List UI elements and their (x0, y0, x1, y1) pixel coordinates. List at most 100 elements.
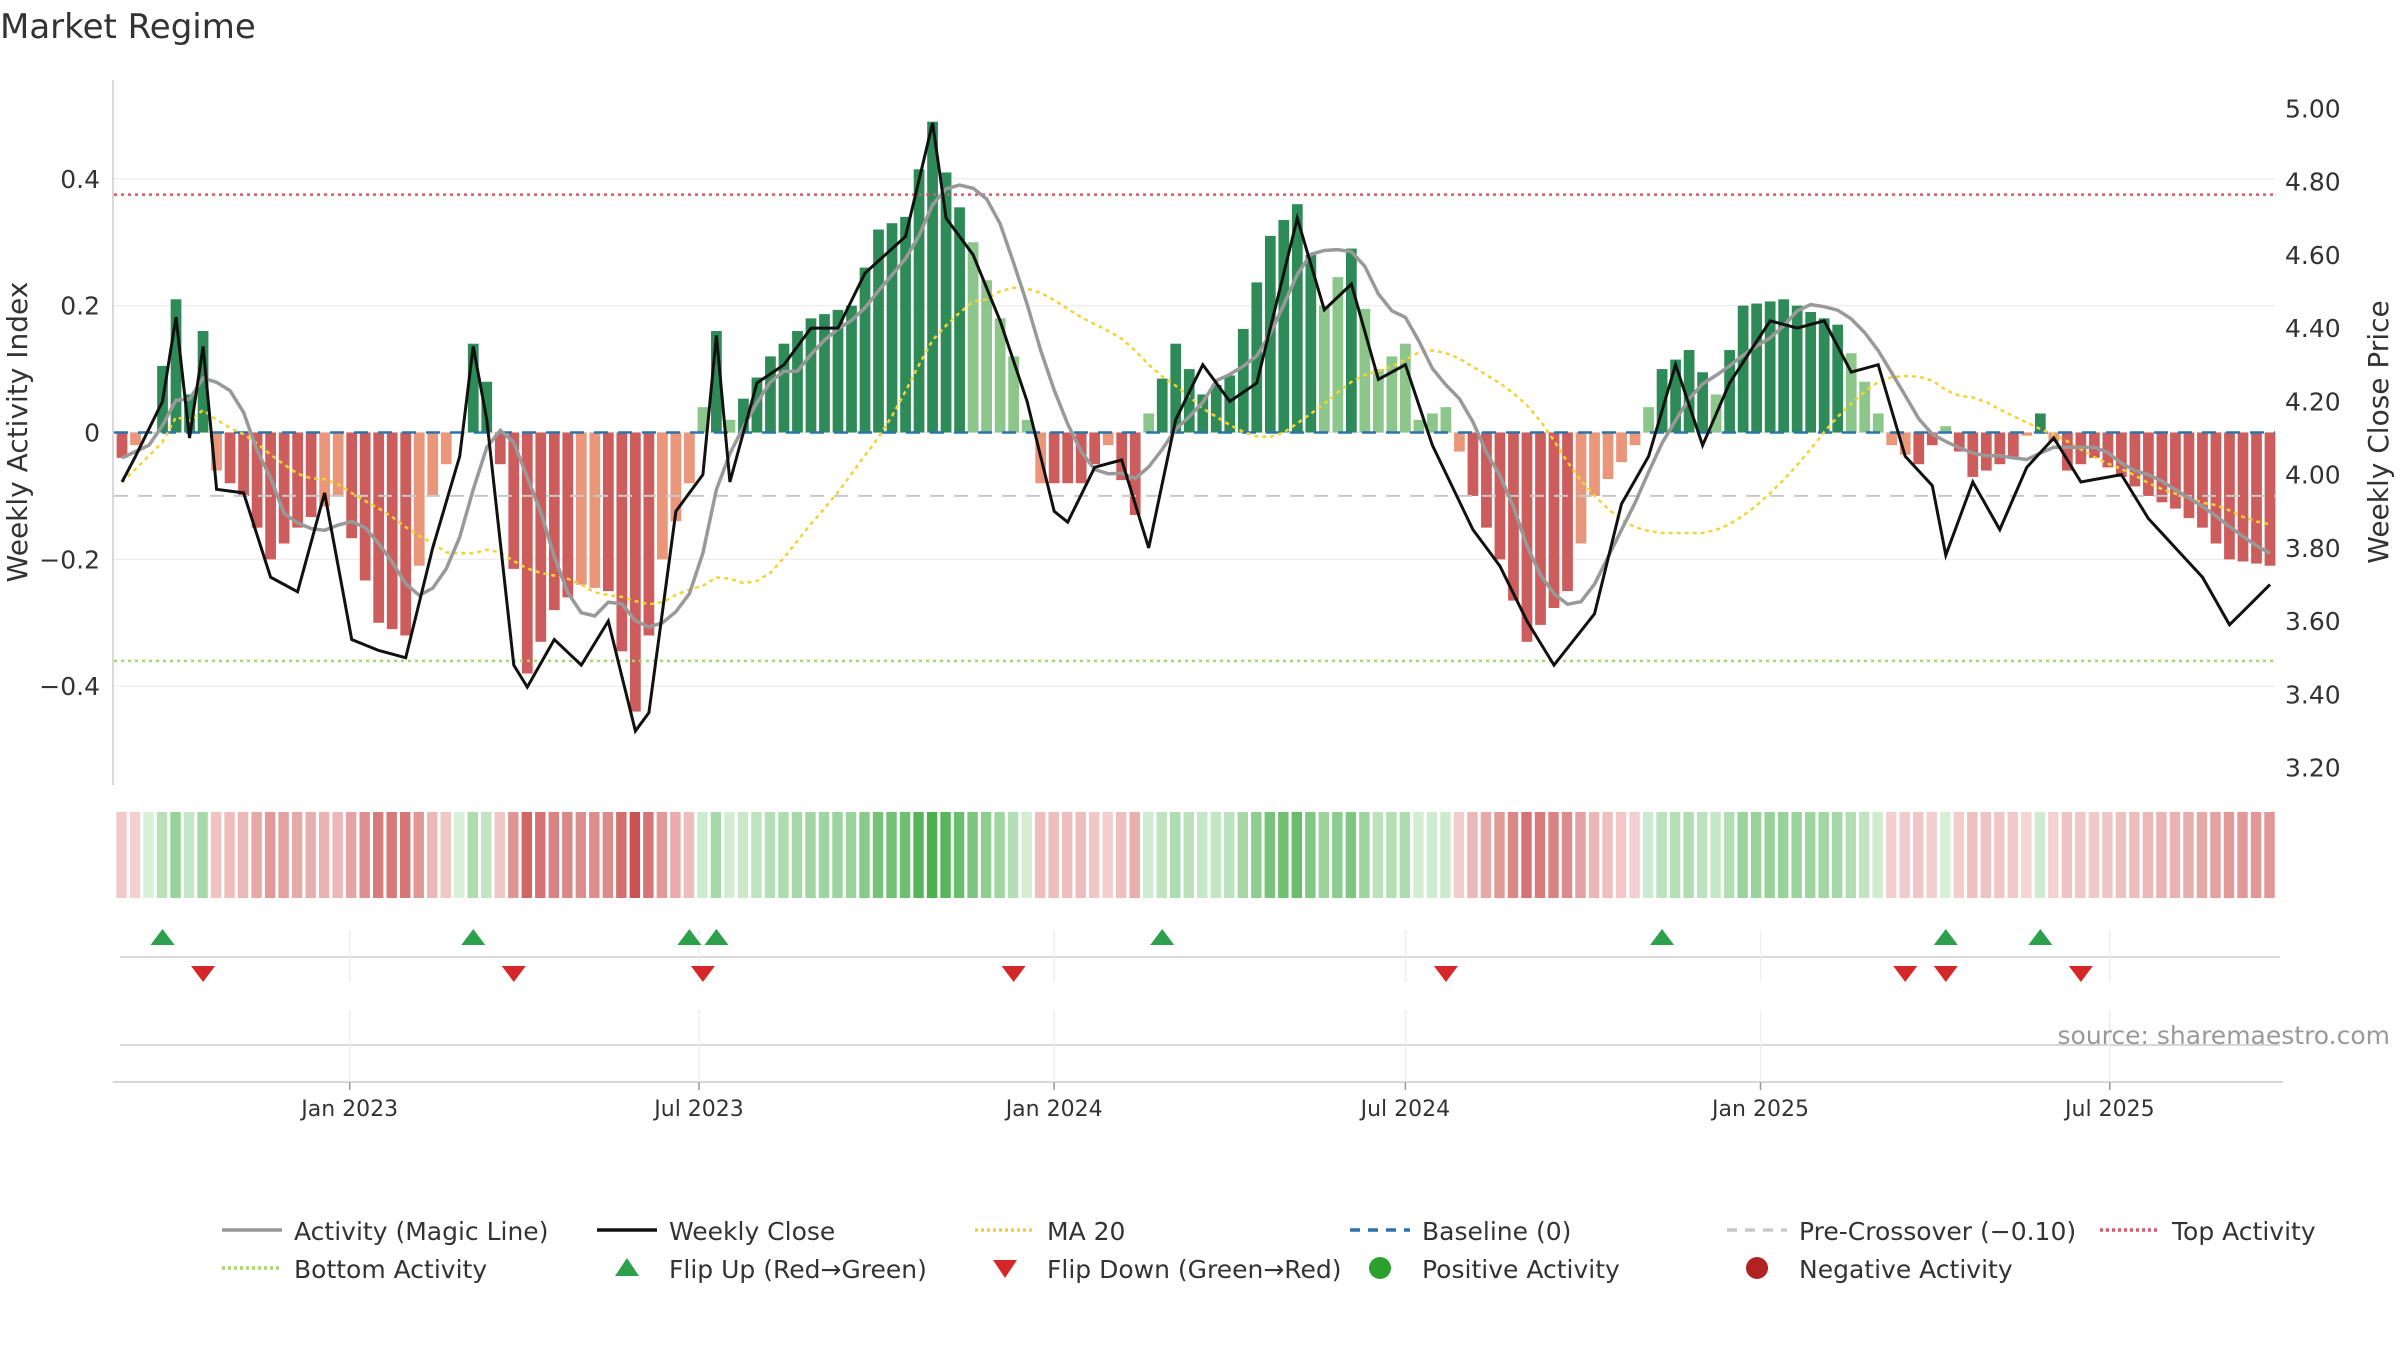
activity-bar (116, 432, 128, 458)
regime-strip-cell (1332, 812, 1343, 898)
regime-strip-cell (521, 812, 532, 898)
activity-bar (481, 381, 493, 433)
regime-strip-cell (170, 812, 181, 898)
activity-bar (2034, 413, 2046, 433)
right-tick-label: 4.40 (2285, 314, 2341, 343)
regime-strip-cell (305, 812, 316, 898)
regime-strip-cell (264, 812, 276, 898)
regime-strip-cell (1453, 812, 1465, 898)
regime-strip-cell (1143, 812, 1154, 898)
legend-swatch (615, 1258, 639, 1276)
activity-bar (346, 432, 358, 539)
left-tick-label: −0.4 (39, 672, 100, 701)
legend-item: MA 20 (975, 1217, 1125, 1246)
regime-strip-cell (1791, 812, 1802, 898)
right-tick-label: 4.20 (2285, 387, 2341, 416)
activity-bar (1224, 375, 1236, 433)
regime-strip-cell (427, 812, 438, 898)
regime-strip-cell (1967, 812, 1978, 898)
activity-bar (1278, 220, 1290, 433)
regime-strip-cell (2196, 812, 2208, 898)
regime-strip-cell (1170, 812, 1181, 898)
regime-strip-cell (1534, 812, 1546, 898)
activity-bar (1697, 372, 1708, 433)
regime-strip-cell (1845, 812, 1856, 898)
regime-strip-cell (872, 812, 884, 898)
activity-bar (913, 169, 925, 433)
activity-bar (1940, 426, 1952, 433)
legend-item: Negative Activity (1746, 1255, 2013, 1284)
activity-bar (413, 432, 425, 566)
legend-label: Positive Activity (1422, 1255, 1620, 1284)
legend-label: Baseline (0) (1422, 1217, 1571, 1246)
regime-strip-cell (2021, 812, 2032, 898)
activity-bar (1643, 407, 1654, 433)
regime-strip-cell (345, 812, 357, 898)
regime-strip-cell (1696, 812, 1708, 898)
activity-bar (1913, 432, 1925, 465)
chart-title: Market Regime (0, 7, 256, 47)
flip-up-marker (461, 929, 486, 945)
activity-bar (994, 318, 1006, 433)
regime-strip-cell (1494, 812, 1505, 898)
activity-bar (1899, 432, 1911, 455)
activity-bar (1575, 432, 1587, 544)
activity-bar (1440, 407, 1452, 433)
weekly-close-line (120, 122, 2272, 735)
regime-strip-cell (386, 812, 397, 898)
flip-down-marker (1001, 966, 1026, 982)
activity-bar (629, 432, 641, 712)
regime-strip-cell (2075, 812, 2086, 898)
right-tick-label: 3.60 (2285, 607, 2341, 636)
regime-strip-cell (2250, 812, 2262, 898)
flip-down-marker (2068, 966, 2093, 982)
activity-bar (724, 419, 736, 433)
activity-bar (2251, 432, 2262, 564)
regime-strip-cell (372, 812, 384, 898)
activity-bar (2264, 432, 2276, 566)
activity-bar (2116, 432, 2127, 477)
regime-strip-cell (1859, 812, 1870, 898)
legend-label: Activity (Magic Line) (294, 1217, 548, 1246)
regime-strip-cell (980, 812, 992, 898)
regime-strip-cell (656, 812, 668, 898)
activity-bar (886, 223, 898, 433)
regime-strip-cell (2048, 812, 2059, 898)
activity-bar (2129, 432, 2141, 487)
regime-strip-cell (1561, 812, 1573, 898)
regime-strip-cell (913, 812, 924, 898)
activity-bar (643, 432, 655, 636)
flip-down-marker (1893, 966, 1918, 982)
regime-strip-cell (683, 812, 695, 898)
activity-bar (1305, 254, 1317, 433)
activity-bar (1089, 432, 1101, 465)
activity-bar (1102, 432, 1114, 446)
activity-bar (738, 398, 749, 433)
regime-strip-cell (1615, 812, 1627, 898)
regime-strip-cell (2061, 812, 2073, 898)
regime-strip-cell (454, 812, 465, 898)
activity-bar (1980, 432, 1992, 471)
activity-bar (1832, 324, 1844, 433)
regime-strip-cell (1737, 812, 1748, 898)
activity-bar (778, 343, 790, 433)
legend-swatch (1369, 1257, 1391, 1279)
activity-bar (1156, 378, 1168, 433)
activity-bar (548, 432, 560, 611)
activity-bar (1413, 419, 1425, 433)
regime-strip-cell (2007, 812, 2019, 898)
flip-up-marker (1150, 929, 1175, 945)
activity-bar (251, 432, 263, 528)
regime-strip-cell (1548, 812, 1559, 898)
regime-strip-cell (1521, 812, 1532, 898)
right-axis-ticks: 5.00 4.80 4.60 4.40 4.20 4.00 3.80 3.60 3.40 3.20 (2285, 94, 2341, 782)
regime-strip-cell (2156, 812, 2167, 898)
regime-strip-cell (251, 812, 262, 898)
regime-strip-cell (737, 812, 749, 898)
activity-bar (1237, 328, 1249, 433)
legend-item: Flip Up (Red→Green) (615, 1255, 927, 1284)
flip-markers (150, 929, 2093, 982)
right-tick-label: 4.60 (2285, 241, 2341, 270)
x-tick-label: Jan 2024 (1004, 1097, 1103, 1122)
